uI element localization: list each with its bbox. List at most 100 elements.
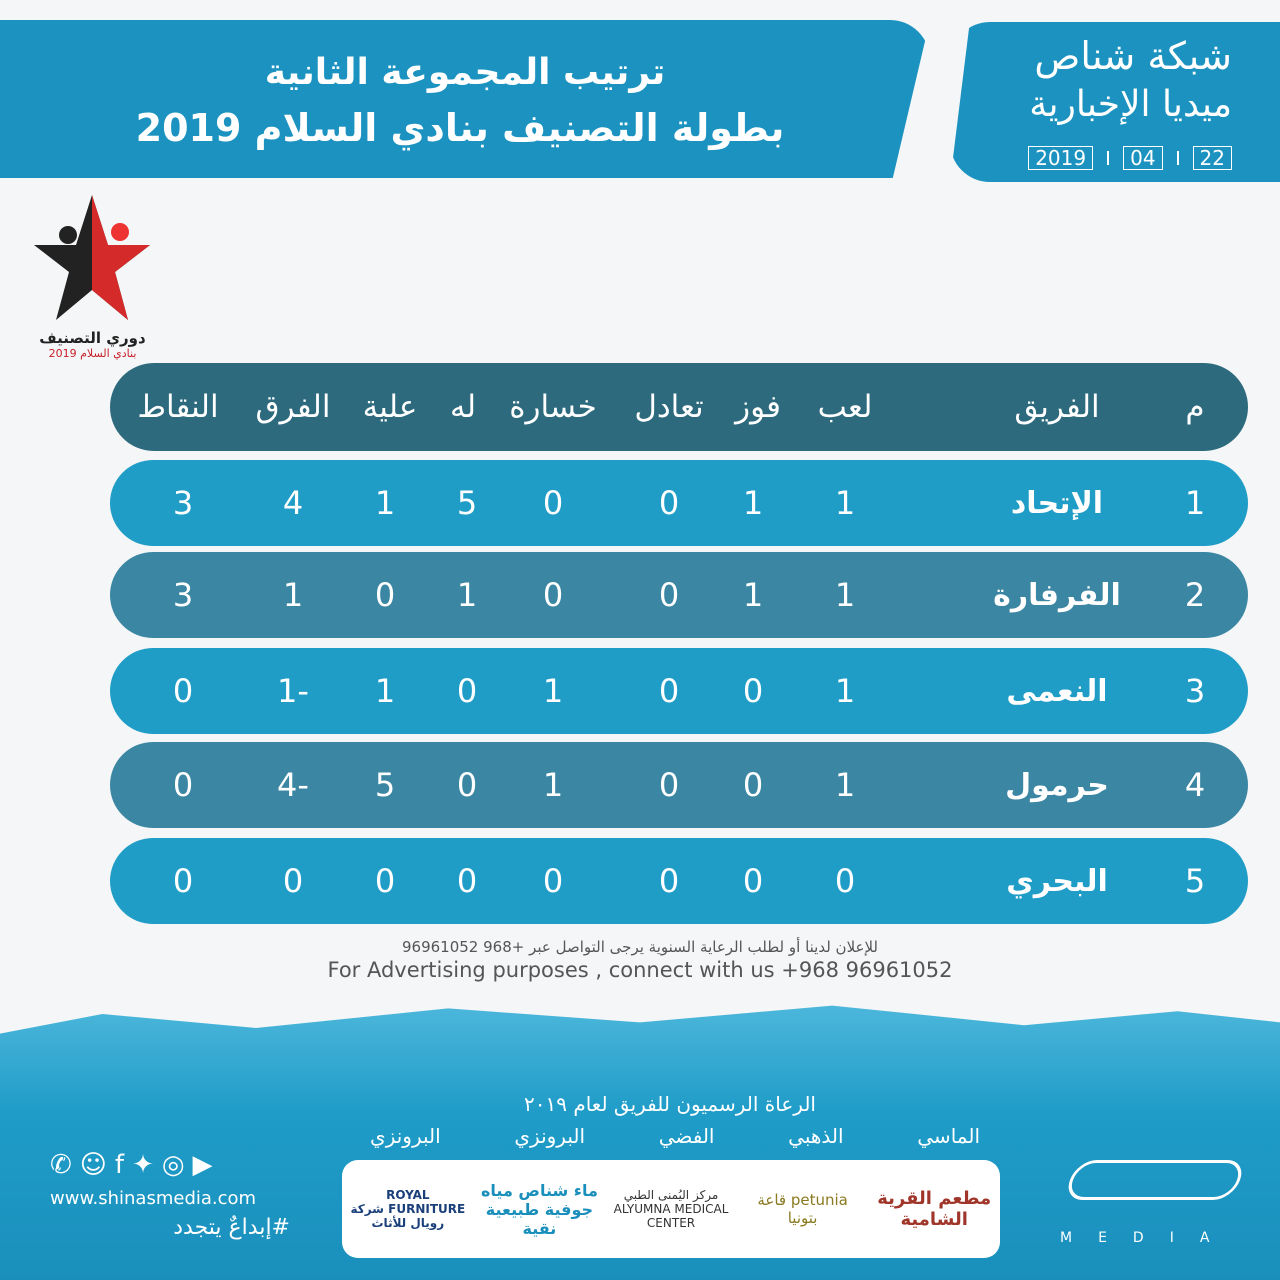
tier-silver: الفضي <box>658 1124 715 1148</box>
media-logo-mark <box>1062 1160 1248 1200</box>
league-logo-subtitle: بنادي السلام 2019 <box>48 347 137 360</box>
cell-for: 0 <box>456 766 478 804</box>
cell-against: 5 <box>374 766 396 804</box>
cell-team: الإتحاد <box>1010 485 1104 521</box>
divider <box>1176 151 1179 165</box>
cell-diff: -4 <box>277 766 309 804</box>
header-points: النقاط <box>137 389 219 425</box>
cell-points: 3 <box>172 576 194 614</box>
cell-for: 0 <box>456 672 478 710</box>
cell-played: 1 <box>834 576 856 614</box>
title-line-2: بطولة التصنيف بنادي السلام 2019 <box>135 106 785 150</box>
cell-drawn: 0 <box>658 862 680 900</box>
cell-diff: 1 <box>282 576 304 614</box>
cell-against: 0 <box>374 576 396 614</box>
brand-subtitle: ميديا الإخبارية <box>1029 84 1232 125</box>
date-month: 04 <box>1123 146 1163 170</box>
media-logo-text: MEDIA <box>1060 1230 1236 1246</box>
cell-points: 0 <box>172 862 194 900</box>
brand-name: شبكة شناص <box>1034 34 1232 78</box>
cell-for: 1 <box>456 576 478 614</box>
table-row: 5 البحري 0 0 0 0 0 0 0 0 <box>110 838 1248 924</box>
cell-won: 0 <box>742 766 764 804</box>
twitter-icon[interactable]: ✦ <box>132 1150 154 1180</box>
table-row: 3 النعمى 1 0 0 1 0 1 -1 0 <box>110 648 1248 734</box>
divider <box>1107 151 1110 165</box>
header-against: علية <box>362 389 418 425</box>
date: 2019 04 22 <box>1028 146 1232 170</box>
sponsor-logo-petunia: petunia قاعة بتونيا <box>757 1191 848 1227</box>
cell-played: 0 <box>834 862 856 900</box>
cell-diff: 0 <box>282 862 304 900</box>
brand-banner: شبكة شناص ميديا الإخبارية 2019 04 22 <box>950 22 1280 182</box>
cell-won: 0 <box>742 862 764 900</box>
instagram-icon[interactable]: ◎ <box>161 1150 185 1180</box>
website-link[interactable]: www.shinasmedia.com <box>50 1188 257 1209</box>
cell-lost: 1 <box>542 766 564 804</box>
header-drawn: تعادل <box>634 389 704 425</box>
cell-played: 1 <box>834 484 856 522</box>
cell-won: 0 <box>742 672 764 710</box>
cell-diff: -1 <box>277 672 309 710</box>
league-logo: دوري التصنيف بنادي السلام 2019 <box>30 190 155 365</box>
tier-gold: الذهبي <box>788 1124 844 1148</box>
table-row: 4 حرمول 1 0 0 1 0 5 -4 0 <box>110 742 1248 828</box>
title-line-1: ترتيب المجموعة الثانية <box>264 52 666 93</box>
league-logo-title: دوري التصنيف <box>39 329 146 347</box>
sponsor-logo-restaurant: مطعم القرية الشامية <box>877 1188 992 1230</box>
cell-drawn: 0 <box>658 672 680 710</box>
sponsor-tiers: الماسي الذهبي الفضي البرونزي البرونزي <box>370 1124 980 1148</box>
table-row: 2 الفرفارة 1 1 0 0 1 0 1 3 <box>110 552 1248 638</box>
youtube-icon[interactable]: ▶ <box>192 1150 213 1180</box>
snapchat-icon[interactable]: ☺ <box>79 1150 107 1180</box>
cell-against: 1 <box>374 484 396 522</box>
header-rank: م <box>1185 389 1205 425</box>
table-row: 1 الإتحاد 1 1 0 0 5 1 4 3 <box>110 460 1248 546</box>
header-lost: خسارة <box>509 389 597 425</box>
cell-drawn: 0 <box>658 766 680 804</box>
cell-won: 1 <box>742 484 764 522</box>
sponsors-title: الرعاة الرسميون للفريق لعام ٢٠١٩ <box>524 1092 816 1116</box>
cell-lost: 0 <box>542 862 564 900</box>
cell-drawn: 0 <box>658 484 680 522</box>
cell-team: حرمول <box>1005 767 1109 803</box>
sponsor-logo-medical-center: مركز اليُمنى الطبي ALYUMNA MEDICAL CENTE… <box>613 1188 729 1230</box>
facebook-icon[interactable]: f <box>114 1150 125 1180</box>
cell-rank: 4 <box>1184 766 1206 804</box>
hashtag: #إبداعٌ يتجدد <box>173 1215 290 1240</box>
star-icon <box>34 195 150 320</box>
cell-against: 0 <box>374 862 396 900</box>
cell-team: البحري <box>1006 863 1108 899</box>
cell-team: الفرفارة <box>993 577 1121 613</box>
date-year: 2019 <box>1028 146 1094 170</box>
advertising-note: للإعلان لدينا أو لطلب الرعاية السنوية ير… <box>0 938 1280 982</box>
advertising-arabic: للإعلان لدينا أو لطلب الرعاية السنوية ير… <box>401 938 878 956</box>
table-header: م الفريق لعب فوز تعادل خسارة له علية الف… <box>110 363 1248 451</box>
sponsor-logo-royal-furniture: ROYAL FURNITURE شركة رويال للأثاث <box>350 1188 466 1230</box>
tier-diamond: الماسي <box>917 1124 980 1148</box>
tier-bronze: البرونزي <box>514 1124 586 1148</box>
header-team: الفريق <box>1014 389 1100 425</box>
cell-against: 1 <box>374 672 396 710</box>
cell-points: 3 <box>172 484 194 522</box>
header-for: له <box>449 389 477 425</box>
cell-rank: 3 <box>1184 672 1206 710</box>
cell-rank: 1 <box>1184 484 1206 522</box>
title-banner: ترتيب المجموعة الثانية بطولة التصنيف بنا… <box>0 20 930 178</box>
cell-lost: 1 <box>542 672 564 710</box>
header-played: لعب <box>817 389 873 425</box>
cell-diff: 4 <box>282 484 304 522</box>
advertising-english: For Advertising purposes , connect with … <box>327 958 953 982</box>
cell-won: 1 <box>742 576 764 614</box>
cell-rank: 2 <box>1184 576 1206 614</box>
cell-for: 0 <box>456 862 478 900</box>
sponsor-logos: مطعم القرية الشامية petunia قاعة بتونيا … <box>342 1160 1000 1258</box>
whatsapp-icon[interactable]: ✆ <box>50 1150 72 1180</box>
cell-for: 5 <box>456 484 478 522</box>
date-day: 22 <box>1192 146 1232 170</box>
cell-lost: 0 <box>542 484 564 522</box>
cell-points: 0 <box>172 766 194 804</box>
cell-rank: 5 <box>1184 862 1206 900</box>
cell-lost: 0 <box>542 576 564 614</box>
cell-points: 0 <box>172 672 194 710</box>
